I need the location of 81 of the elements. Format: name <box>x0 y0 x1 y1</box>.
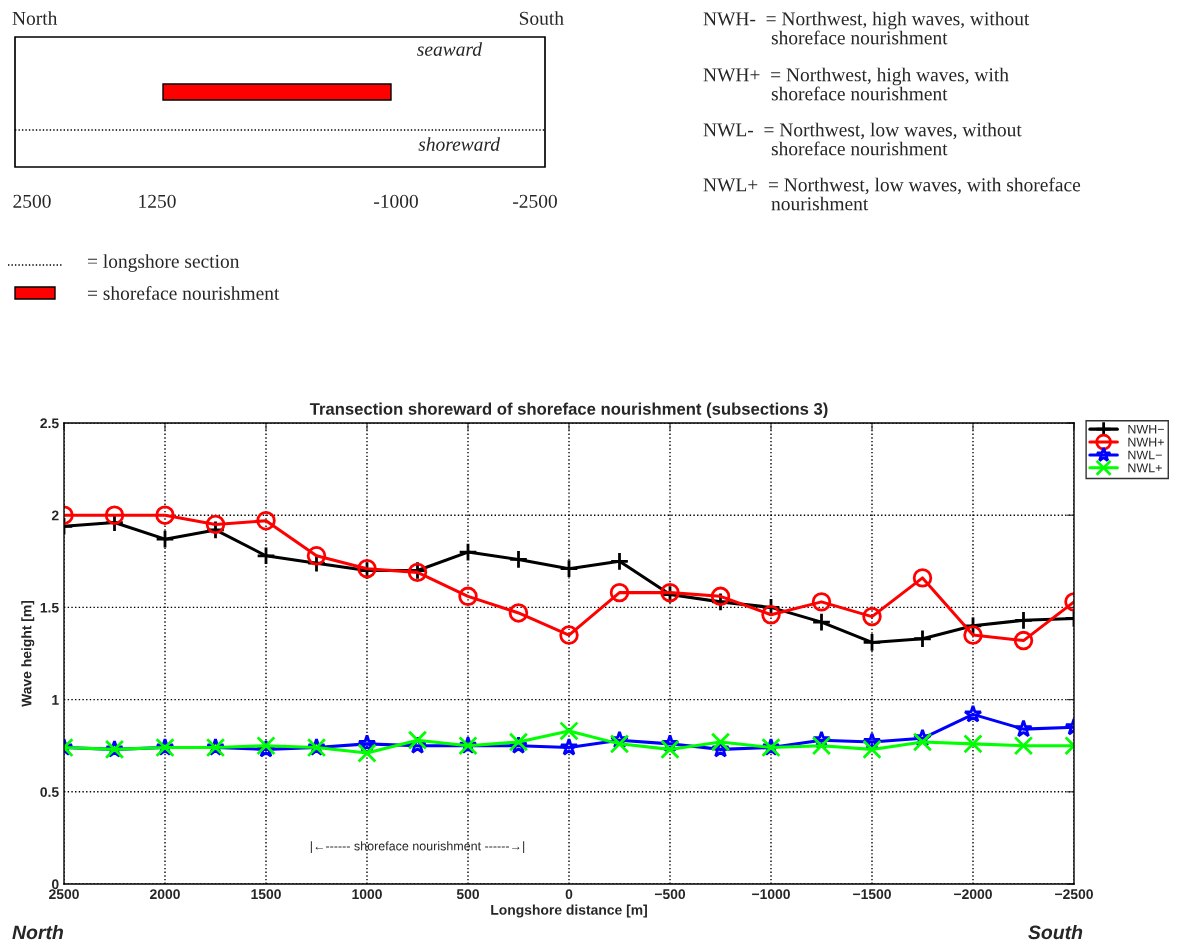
point <box>407 730 428 750</box>
point <box>963 625 983 645</box>
text: seaward <box>417 42 483 56</box>
point <box>912 732 933 752</box>
point <box>609 551 630 572</box>
point <box>862 739 882 760</box>
y-tick-label: 0.5 <box>40 787 59 797</box>
point <box>1013 630 1034 651</box>
x-tick-label: −2500 <box>1055 889 1093 900</box>
point <box>761 605 781 625</box>
chart-title: Transection shoreward of shoreface nourishment (subsections 3) <box>309 402 828 419</box>
y-tick-label: 2.5 <box>40 418 59 429</box>
text: South <box>1028 924 1083 940</box>
point <box>609 734 630 754</box>
point <box>912 629 933 649</box>
point <box>811 592 832 612</box>
point <box>205 514 226 535</box>
x-tick-label: −1500 <box>853 889 891 900</box>
x-tick-label: −1000 <box>752 889 790 900</box>
point <box>963 704 983 723</box>
point <box>357 743 377 763</box>
text: -2500 <box>513 194 557 208</box>
point <box>963 734 983 754</box>
point <box>862 632 882 653</box>
point <box>559 558 579 579</box>
text: shoreward <box>418 137 501 151</box>
point <box>256 546 276 566</box>
text: 2500 <box>13 194 51 208</box>
point <box>559 721 579 741</box>
point <box>306 546 327 566</box>
point <box>660 739 680 760</box>
point <box>458 586 478 607</box>
point <box>559 737 579 756</box>
annotation: |←------ shoreface nourishment ------→| <box>310 841 525 853</box>
point <box>559 625 579 645</box>
legend-label: NWH+ <box>1128 437 1164 447</box>
point <box>1013 735 1034 756</box>
legend-label: NWL+ <box>1128 463 1162 473</box>
x-tick-label: −500 <box>654 889 686 900</box>
point <box>155 505 175 525</box>
x-axis-title: Longshore distance [m] <box>491 904 647 918</box>
text: NWL- = Northwest, low waves, without shoreface nourishment <box>703 122 1022 156</box>
x-tick-label: −2000 <box>954 889 992 900</box>
text: NWH- = Northwest, high waves, without shoreface nourishment <box>703 11 1030 45</box>
point <box>811 612 832 632</box>
x-tick-label: 500 <box>456 889 480 900</box>
text: = longshore section <box>87 254 240 272</box>
x-tick-label: 1000 <box>352 889 382 900</box>
legend-label: NWH− <box>1128 424 1164 434</box>
point <box>609 582 630 603</box>
x-tick-label: 0 <box>565 889 573 900</box>
text: NWH+ = Northwest, high waves, with shoreface nourishment <box>703 67 1009 101</box>
point <box>912 568 933 588</box>
y-tick-label: 0 <box>51 879 59 890</box>
point <box>155 529 175 549</box>
text: = shoreface nourishment <box>87 285 280 300</box>
point <box>1013 610 1034 631</box>
point <box>1014 719 1033 738</box>
point <box>256 511 276 531</box>
y-tick-label: 1 <box>52 695 59 705</box>
point <box>862 606 882 627</box>
x-tick-label: 1500 <box>251 889 281 900</box>
point <box>710 586 731 607</box>
text: 1250 <box>139 194 176 208</box>
text: -1000 <box>374 194 418 208</box>
point <box>458 542 478 562</box>
text: North <box>12 11 58 25</box>
x-tick-label: 2500 <box>49 889 79 900</box>
y-tick-label: 1.5 <box>40 602 59 613</box>
point <box>508 603 529 623</box>
point <box>811 735 832 756</box>
x-tick-label: 2000 <box>150 889 180 900</box>
text: South <box>519 11 564 25</box>
y-axis-title: Wave height [m] <box>21 600 35 707</box>
point <box>104 505 125 525</box>
y-tick-label: 2 <box>51 510 59 521</box>
text: NWL+ = Northwest, low waves, with shoreface nourishment <box>703 177 1081 211</box>
point <box>508 549 529 570</box>
text: North <box>12 924 64 940</box>
legend-label: NWL− <box>1128 450 1162 460</box>
point <box>710 732 731 752</box>
